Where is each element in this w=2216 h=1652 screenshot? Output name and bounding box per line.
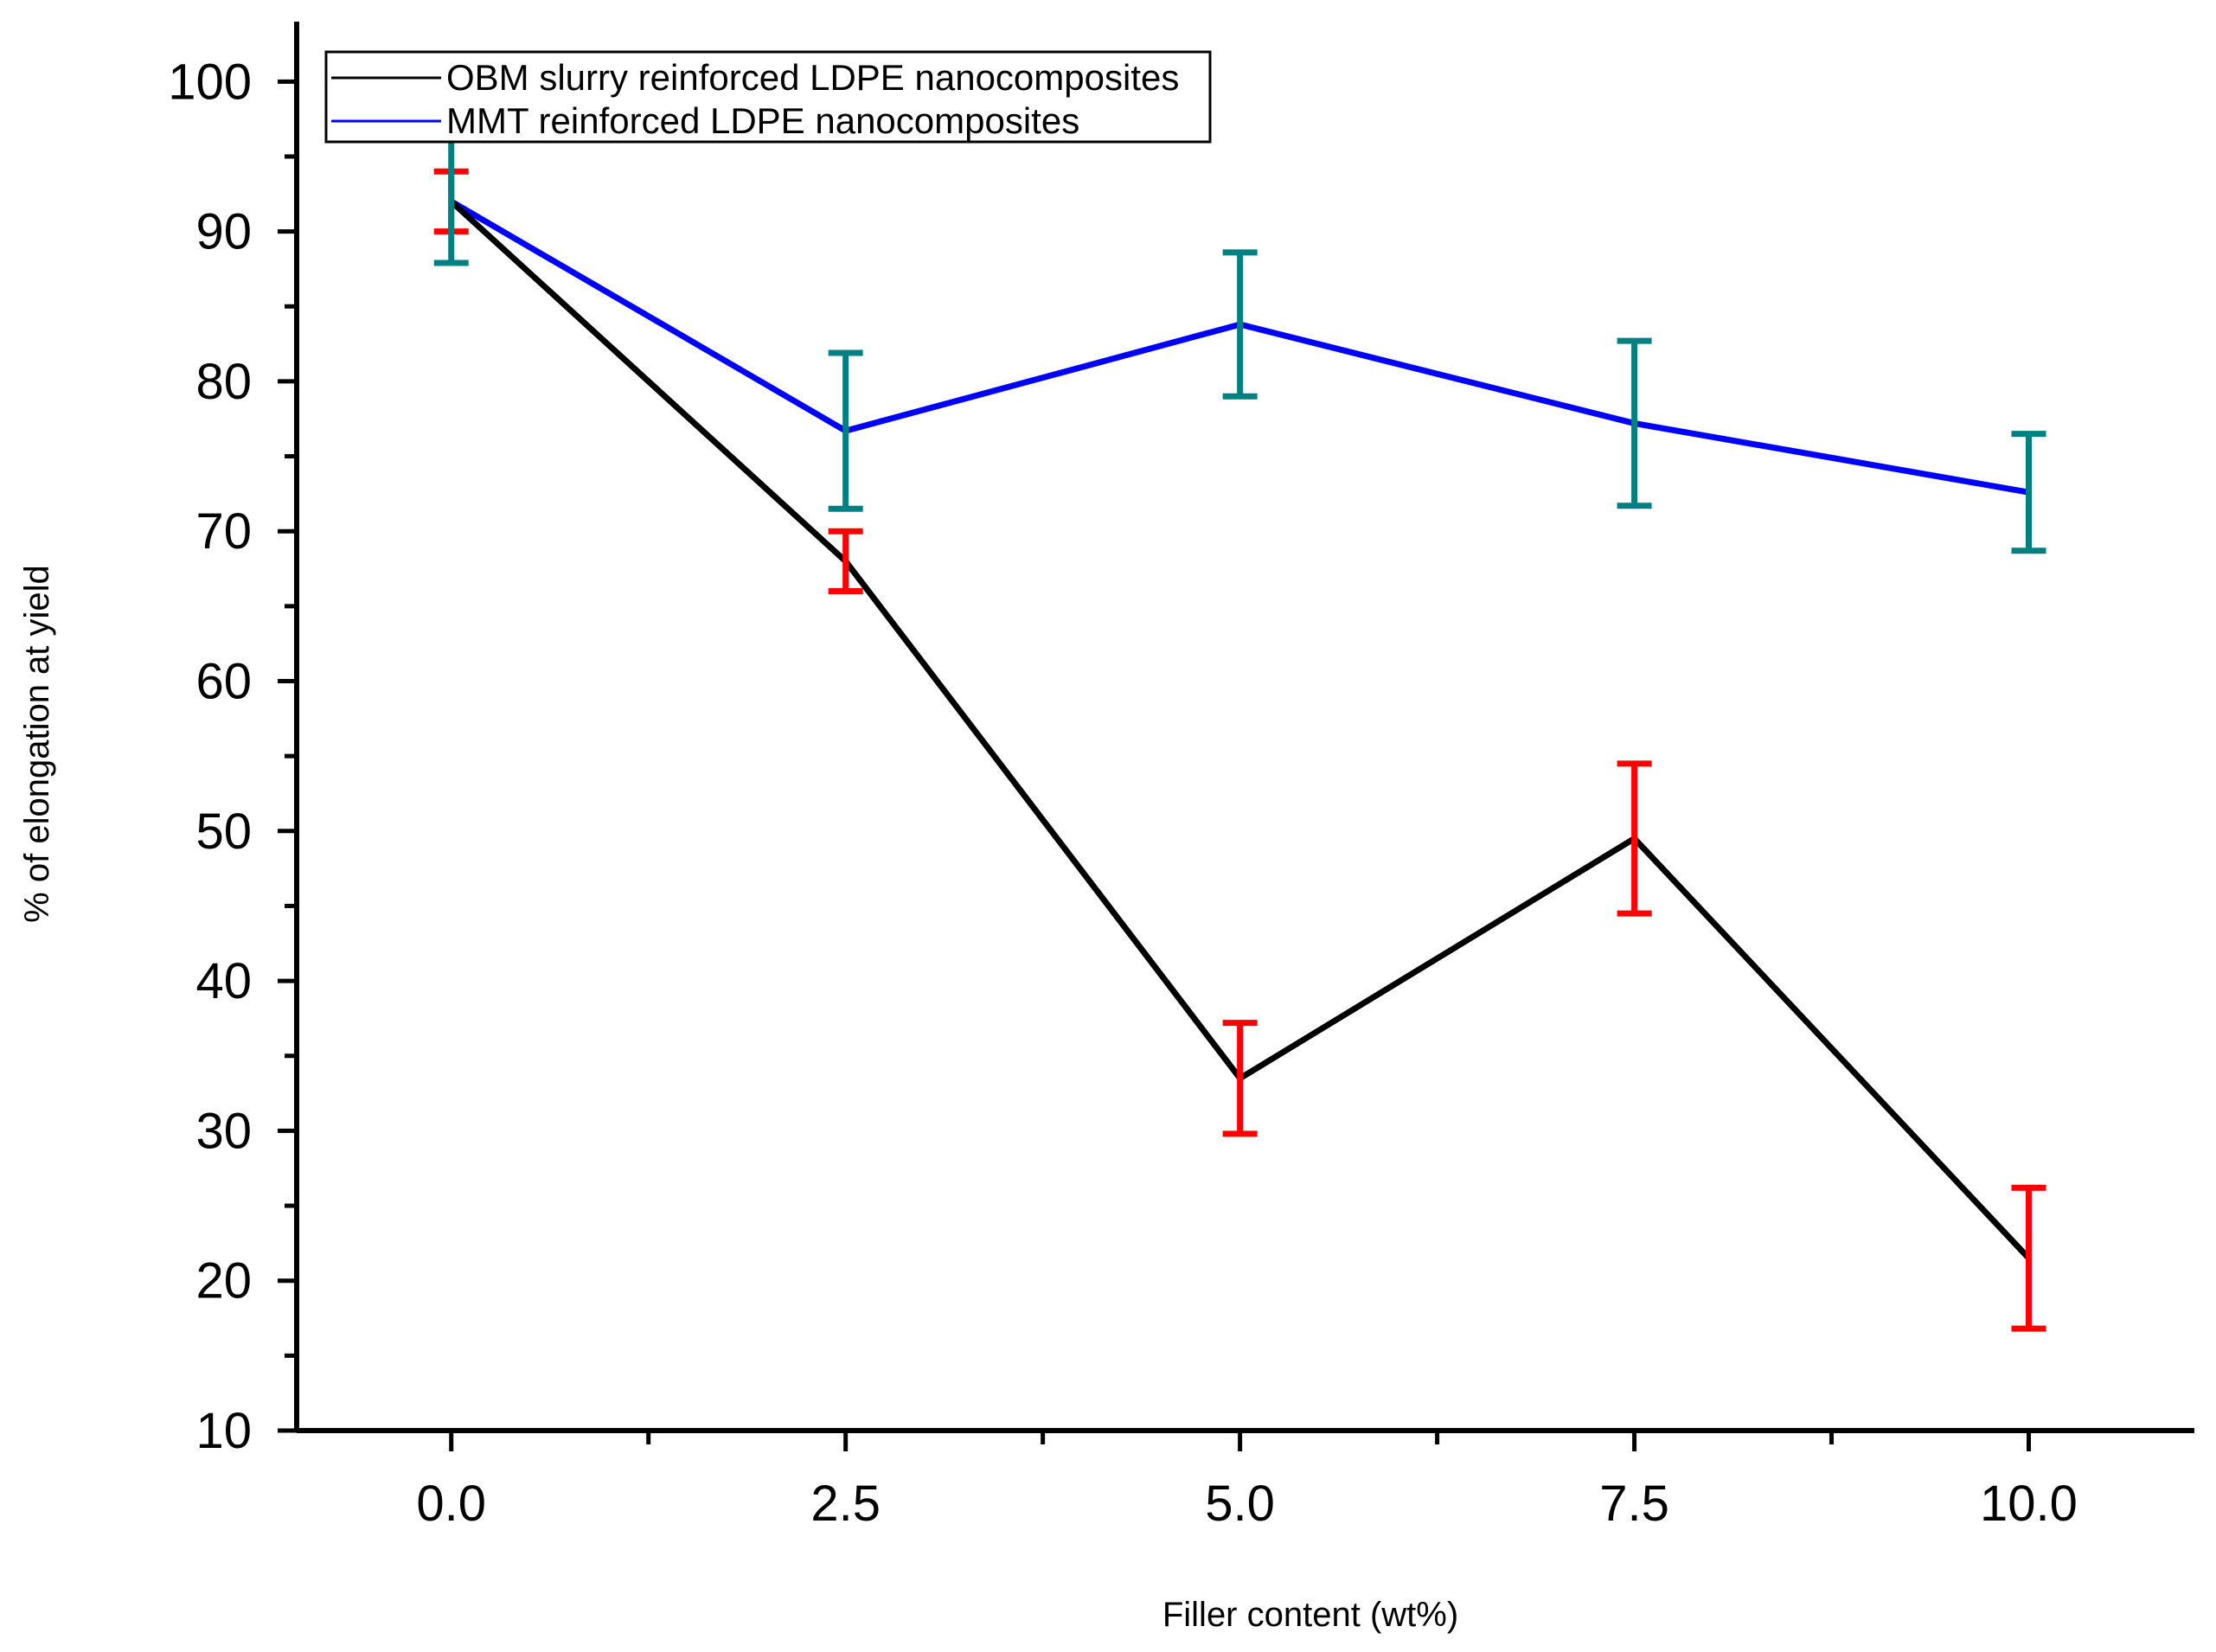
y-tick-label: 90: [195, 204, 252, 260]
y-tick-label: 50: [195, 804, 252, 860]
x-tick-label: 0.0: [416, 1476, 486, 1532]
y-tick-label: 80: [195, 354, 252, 410]
y-tick-label: 10: [195, 1403, 252, 1459]
legend: OBM slurry reinforced LDPE nanocomposite…: [324, 50, 1212, 144]
axes: [294, 22, 2194, 1433]
ticks: 10 20 30 40 50 60 70 80 90 100 0.0 2.5 5.0 7.5 10.0: [168, 54, 2078, 1532]
x-tick-label: 5.0: [1205, 1476, 1275, 1532]
error-bar-mmt: [828, 349, 863, 512]
y-tick-label: 20: [195, 1253, 252, 1309]
x-tick-label: 7.5: [1599, 1476, 1669, 1532]
y-axis-title: % of elongation at yield: [18, 565, 56, 923]
y-tick-label: 40: [195, 953, 252, 1009]
error-bars: [433, 137, 2046, 1332]
y-tick-label: 60: [195, 654, 252, 710]
x-tick-label: 10.0: [1980, 1476, 2078, 1532]
x-axis-title: Filler content (wt%): [1162, 1596, 1458, 1634]
error-bar-mmt: [433, 137, 469, 266]
error-bar-obm: [828, 528, 863, 595]
error-bar-mmt: [1617, 337, 1652, 509]
error-bar-obm: [2011, 1184, 2046, 1332]
legend-label-mmt: MMT reinforced LDPE nanocomposites: [446, 100, 1079, 141]
y-tick-label: 70: [195, 503, 252, 560]
y-tick-label: 30: [195, 1103, 252, 1159]
error-bar-mmt: [1222, 249, 1258, 400]
legend-label-obm: OBM slurry reinforced LDPE nanocomposite…: [446, 57, 1179, 98]
error-bar-mmt: [2011, 431, 2046, 554]
error-bar-obm: [1617, 760, 1652, 917]
legend-box: [324, 50, 1212, 144]
x-tick-label: 2.5: [810, 1476, 881, 1532]
y-tick-label: 100: [168, 54, 252, 110]
error-bar-obm: [1222, 1020, 1258, 1137]
